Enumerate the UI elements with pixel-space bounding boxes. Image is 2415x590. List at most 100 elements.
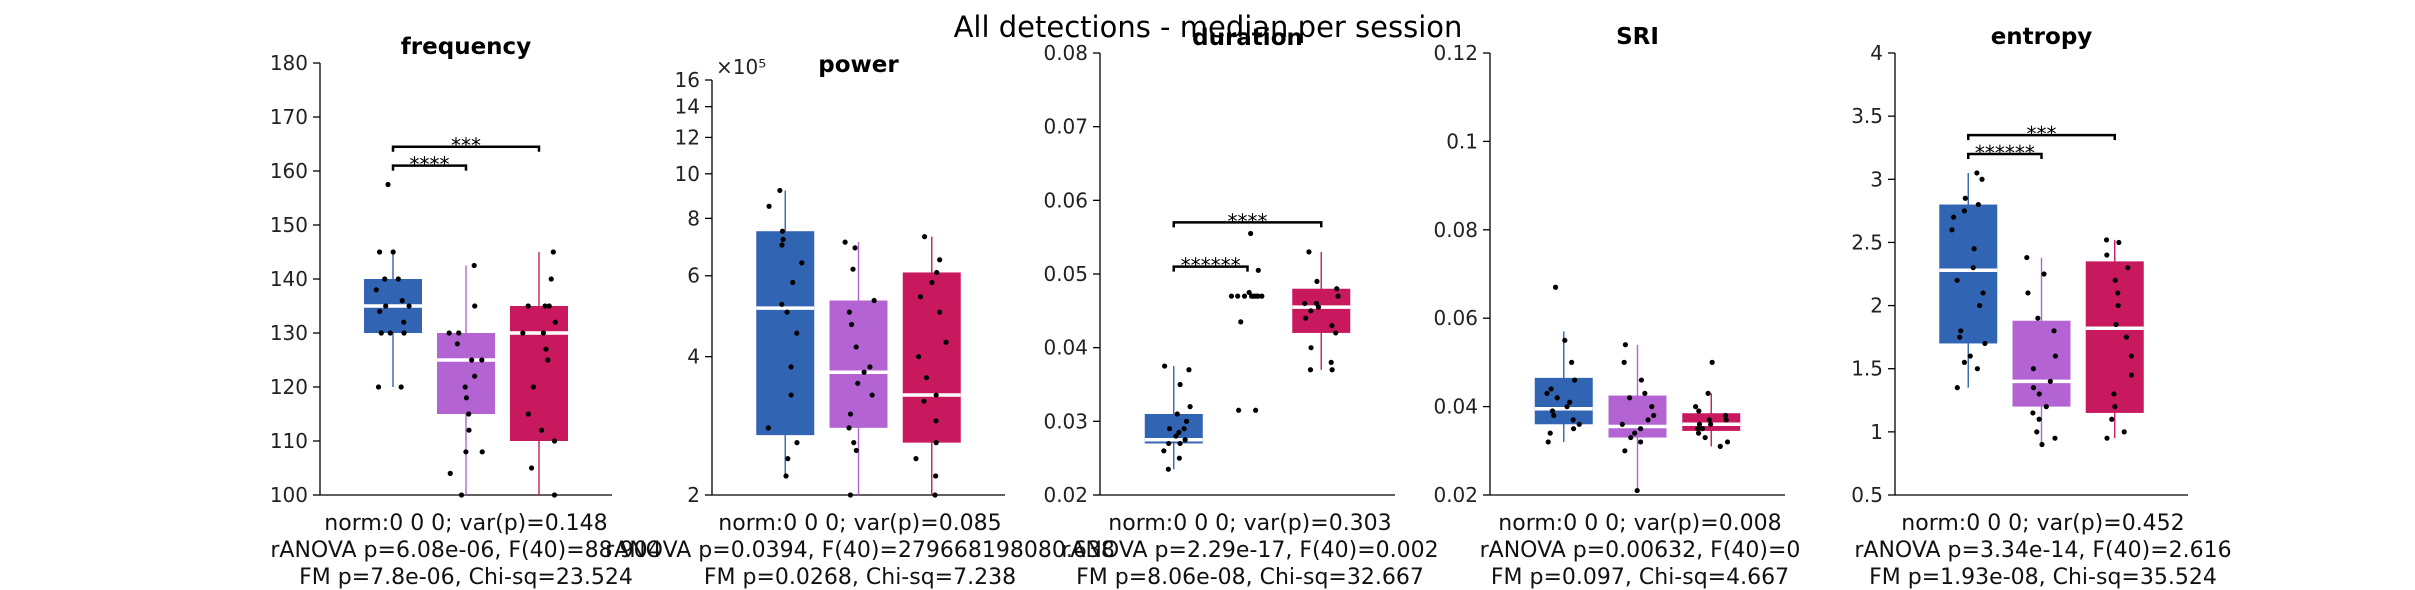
data-point: [1979, 176, 1985, 182]
data-point: [1970, 265, 1976, 271]
data-point: [1708, 421, 1714, 427]
data-point: [1645, 417, 1651, 423]
data-point: [525, 303, 531, 309]
data-point: [917, 294, 924, 300]
data-point: [2115, 290, 2121, 296]
data-point: [779, 228, 786, 234]
data-point: [2125, 265, 2131, 271]
y-tick-label: 0.06: [1043, 188, 1088, 212]
data-point: [788, 392, 794, 398]
data-point: [1228, 293, 1235, 299]
data-point: [1328, 359, 1334, 365]
data-point: [853, 447, 859, 454]
data-point: [1166, 426, 1173, 432]
data-point: [2043, 404, 2049, 410]
data-point: [1238, 319, 1244, 325]
data-point: [915, 354, 922, 360]
y-tick-label: 0.04: [1433, 395, 1478, 419]
data-point: [869, 392, 875, 398]
data-point: [1235, 293, 1241, 299]
data-point: [1253, 407, 1259, 413]
data-point: [933, 473, 939, 479]
data-point: [1949, 227, 1955, 233]
stat-line: norm:0 0 0; var(p)=0.085: [718, 511, 1001, 536]
y-tick-label: 0.08: [1043, 41, 1088, 65]
data-point: [1695, 426, 1701, 432]
data-point: [520, 330, 526, 336]
data-point: [1702, 434, 1708, 441]
y-tick-label: 14: [675, 95, 700, 119]
data-point: [2113, 321, 2119, 328]
data-point: [2111, 391, 2117, 397]
data-point: [847, 411, 854, 417]
data-point: [1166, 440, 1172, 447]
data-point: [401, 330, 407, 336]
data-point: [1974, 366, 1980, 372]
y-tick-label: 16: [675, 68, 700, 92]
panel-0: frequency 100 110 120 130 140 150 160 170 180 ****…: [270, 34, 662, 590]
data-point: [1572, 377, 1578, 383]
y-tick-label: 4: [1870, 41, 1883, 65]
data-point: [543, 346, 549, 352]
data-point: [1974, 170, 1980, 176]
data-point: [921, 234, 928, 240]
data-point: [2035, 315, 2041, 321]
data-point: [1303, 315, 1309, 321]
data-point: [1165, 466, 1171, 472]
y-tick-label: 3.5: [1851, 104, 1883, 128]
bracket-line: [1172, 265, 1249, 272]
significance-label: ****: [410, 153, 450, 177]
data-point: [1259, 293, 1265, 299]
data-point: [1709, 359, 1715, 365]
data-point: [538, 427, 545, 433]
data-point: [1695, 430, 1702, 436]
data-point: [1308, 308, 1314, 314]
data-point: [799, 260, 805, 266]
data-point: [479, 357, 485, 363]
box: [2012, 320, 2071, 407]
data-point: [1570, 417, 1576, 423]
data-point: [2128, 372, 2135, 378]
data-point: [2115, 302, 2121, 309]
data-point: [375, 384, 382, 390]
data-point: [1619, 421, 1625, 427]
data-point: [1176, 429, 1182, 435]
y-tick-label: 0.08: [1433, 218, 1478, 242]
bracket-line: [1967, 152, 2043, 160]
y-tick-label: 0.02: [1433, 483, 1478, 507]
data-point: [784, 309, 790, 315]
box-group-0: [1534, 284, 1593, 445]
data-point: [2052, 353, 2058, 359]
data-point: [852, 245, 858, 251]
stat-line: rANOVA p=0.00632, F(40)=0: [1480, 538, 1801, 563]
significance-label: ****: [1228, 209, 1268, 233]
data-point: [785, 456, 791, 462]
box-group-2: [1292, 249, 1351, 373]
stat-line: norm:0 0 0; var(p)=0.303: [1108, 511, 1391, 536]
data-point: [1954, 277, 1960, 283]
stat-line: rANOVA p=3.34e-14, F(40)=2.616: [1854, 538, 2231, 563]
data-point: [1958, 328, 1964, 334]
data-point: [1632, 430, 1638, 436]
data-point: [1176, 455, 1182, 461]
data-point: [2030, 410, 2036, 416]
y-tick-label: 150: [270, 213, 308, 237]
data-point: [2036, 416, 2042, 422]
data-point: [1547, 430, 1553, 436]
data-point: [2034, 429, 2040, 435]
data-point: [377, 308, 383, 314]
data-point: [1576, 421, 1582, 427]
data-point: [846, 309, 853, 315]
box-group-2: [510, 249, 568, 498]
data-point: [1246, 289, 1252, 296]
panel-1: power 2 4 6 8 10 12 14 16 ×10⁵ norm:0 0 0; var(p)=…: [605, 52, 1115, 590]
y-tick-label: 4: [687, 345, 700, 369]
stat-line: norm:0 0 0; var(p)=0.008: [1498, 511, 1781, 536]
data-point: [1173, 433, 1179, 439]
data-point: [923, 375, 930, 381]
data-point: [2123, 334, 2130, 340]
data-point: [1651, 412, 1657, 419]
box-group-1: [437, 262, 495, 498]
data-point: [525, 411, 531, 417]
data-point: [1313, 300, 1320, 307]
